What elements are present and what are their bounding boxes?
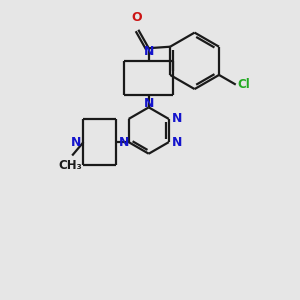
Text: N: N — [172, 112, 183, 125]
Text: N: N — [143, 45, 154, 58]
Text: N: N — [118, 136, 129, 148]
Text: N: N — [172, 136, 183, 149]
Text: Cl: Cl — [237, 78, 250, 91]
Text: O: O — [131, 11, 142, 24]
Text: N: N — [71, 136, 81, 148]
Text: CH₃: CH₃ — [59, 159, 82, 172]
Text: N: N — [143, 97, 154, 110]
